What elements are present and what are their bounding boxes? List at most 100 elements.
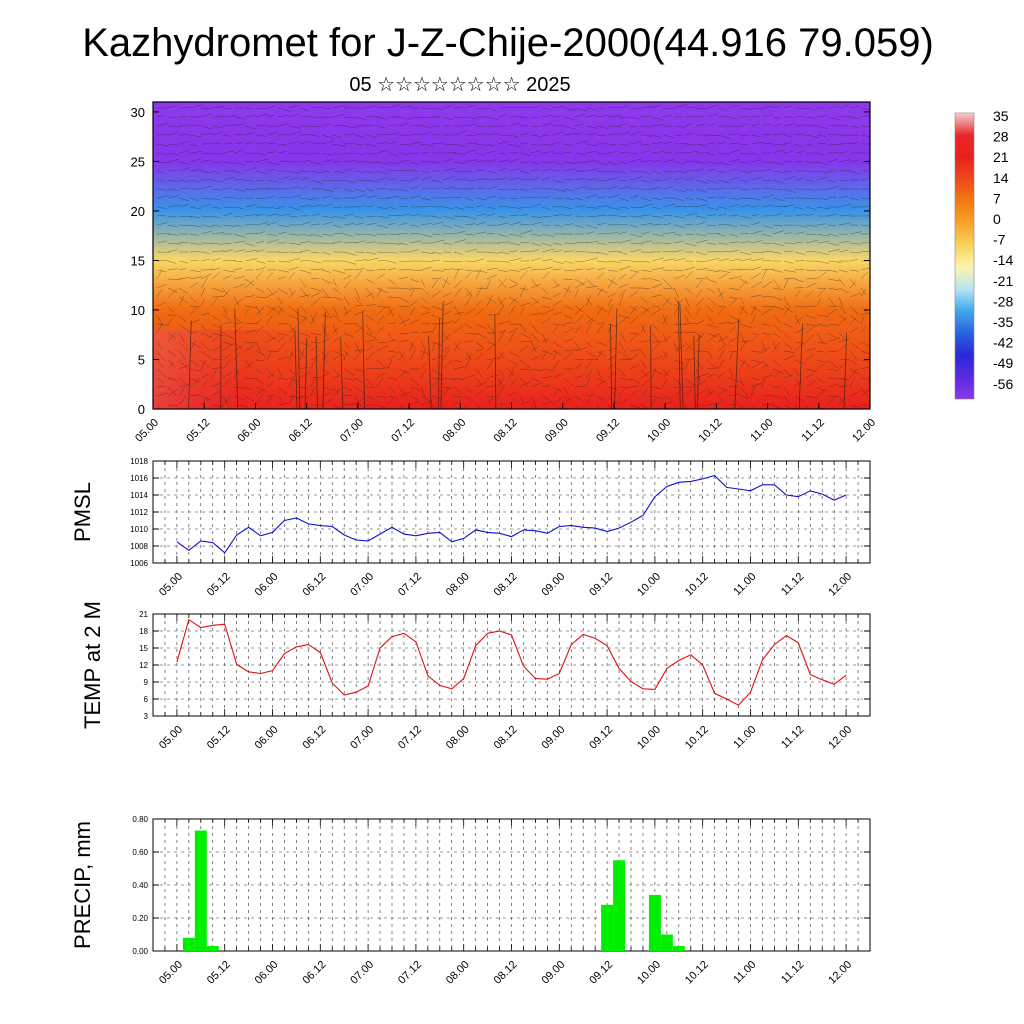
wind-vector	[541, 242, 552, 247]
wind-vector	[189, 124, 199, 127]
wind-vector	[387, 141, 397, 145]
wind-vector	[695, 279, 703, 289]
wind-vector	[706, 367, 719, 370]
wind-vector	[508, 379, 517, 388]
wind-vector	[277, 196, 288, 199]
wind-vector	[167, 195, 179, 199]
wind-vector	[178, 197, 189, 202]
wind-vector	[827, 186, 838, 190]
wind-vector	[563, 168, 577, 172]
wind-vector	[816, 161, 829, 166]
wind-vector	[156, 301, 167, 307]
wind-vector	[530, 168, 540, 172]
x-tick-label: 07.12	[396, 724, 424, 752]
wind-vector	[717, 372, 725, 379]
wind-vector	[442, 278, 451, 286]
wind-vector	[706, 403, 716, 406]
wind-vector	[706, 113, 719, 118]
colorbar-scale	[954, 112, 975, 400]
wind-vector	[332, 355, 341, 361]
wind-vector	[277, 355, 290, 361]
x-tick-label: 12.00	[826, 571, 854, 599]
wind-vector	[387, 132, 400, 136]
wind-vector	[420, 341, 426, 350]
wind-vector	[629, 215, 643, 218]
wind-vector	[519, 307, 524, 316]
wind-vector	[266, 306, 276, 316]
wind-vector	[563, 386, 569, 396]
wind-vector	[827, 308, 837, 316]
wind-vector	[860, 267, 870, 271]
heatmap-y-tick-label: 25	[131, 154, 145, 169]
wind-vector	[827, 395, 837, 406]
wind-vector	[365, 241, 377, 244]
wind-vector	[684, 358, 690, 370]
wind-vector	[277, 123, 288, 127]
wind-vector	[354, 152, 365, 156]
wind-vector	[365, 143, 377, 147]
wind-vector	[816, 362, 825, 370]
wind-vector	[156, 170, 166, 174]
wind-vector	[365, 314, 375, 321]
wind-vector	[156, 268, 163, 280]
wind-vector	[497, 384, 506, 397]
wind-vector	[739, 123, 750, 127]
wind-vector	[497, 152, 507, 155]
wind-vector	[310, 251, 320, 254]
wind-vector	[662, 370, 670, 379]
wind-vector	[277, 386, 287, 395]
wind-vector	[717, 134, 731, 139]
wind-vector	[167, 132, 179, 136]
wind-vector	[343, 309, 352, 316]
wind-vector	[684, 233, 694, 236]
chart-subtitle: 05 ☆☆☆☆☆☆☆☆ 2025	[349, 74, 570, 96]
wind-vector	[310, 152, 320, 155]
wind-vector	[475, 269, 481, 280]
wind-vector	[805, 373, 814, 379]
wind-vector	[398, 392, 410, 397]
wind-vector	[662, 170, 674, 173]
wind-vector	[618, 388, 626, 397]
wind-vector	[211, 152, 225, 155]
wind-vector	[794, 314, 800, 325]
wind-vector	[475, 187, 485, 190]
wind-vector	[167, 278, 181, 281]
wind-vector	[618, 186, 631, 190]
wind-vector	[629, 270, 640, 280]
wind-vector	[354, 397, 364, 406]
wind-vector	[805, 395, 819, 399]
wind-vector	[552, 206, 564, 208]
wind-vector	[563, 107, 577, 111]
wind-vector	[728, 176, 740, 181]
wind-vector	[849, 170, 861, 175]
wind-vector	[288, 251, 302, 253]
x-tick-label: 05.00	[157, 571, 185, 599]
wind-vector	[211, 125, 224, 129]
heatmap-x-tick-label: 11.00	[748, 417, 775, 444]
wind-vector	[233, 197, 243, 199]
wind-vector	[772, 197, 786, 202]
wind-vector	[453, 287, 462, 298]
wind-vector	[332, 368, 339, 376]
wind-vector	[651, 278, 661, 282]
wind-vector	[563, 285, 571, 298]
wind-vector	[277, 332, 289, 336]
wind-vector	[849, 404, 861, 408]
wind-vector	[508, 391, 517, 397]
wind-vector	[464, 332, 477, 335]
wind-vector	[629, 377, 640, 384]
wind-vector	[618, 294, 624, 307]
wind-vector	[739, 280, 748, 289]
wind-vector	[706, 142, 716, 145]
wind-vector	[464, 375, 475, 379]
wind-vector	[607, 224, 620, 226]
wind-vector	[838, 151, 848, 154]
wind-vector	[640, 143, 649, 146]
wind-vector	[420, 125, 432, 129]
wind-vector	[189, 259, 199, 262]
heatmap-y-tick-label: 30	[131, 105, 145, 120]
x-tick-label: 08.00	[444, 959, 472, 987]
wind-vector	[178, 241, 189, 244]
wind-vector	[211, 188, 223, 191]
x-tick-label: 05.00	[157, 724, 185, 752]
